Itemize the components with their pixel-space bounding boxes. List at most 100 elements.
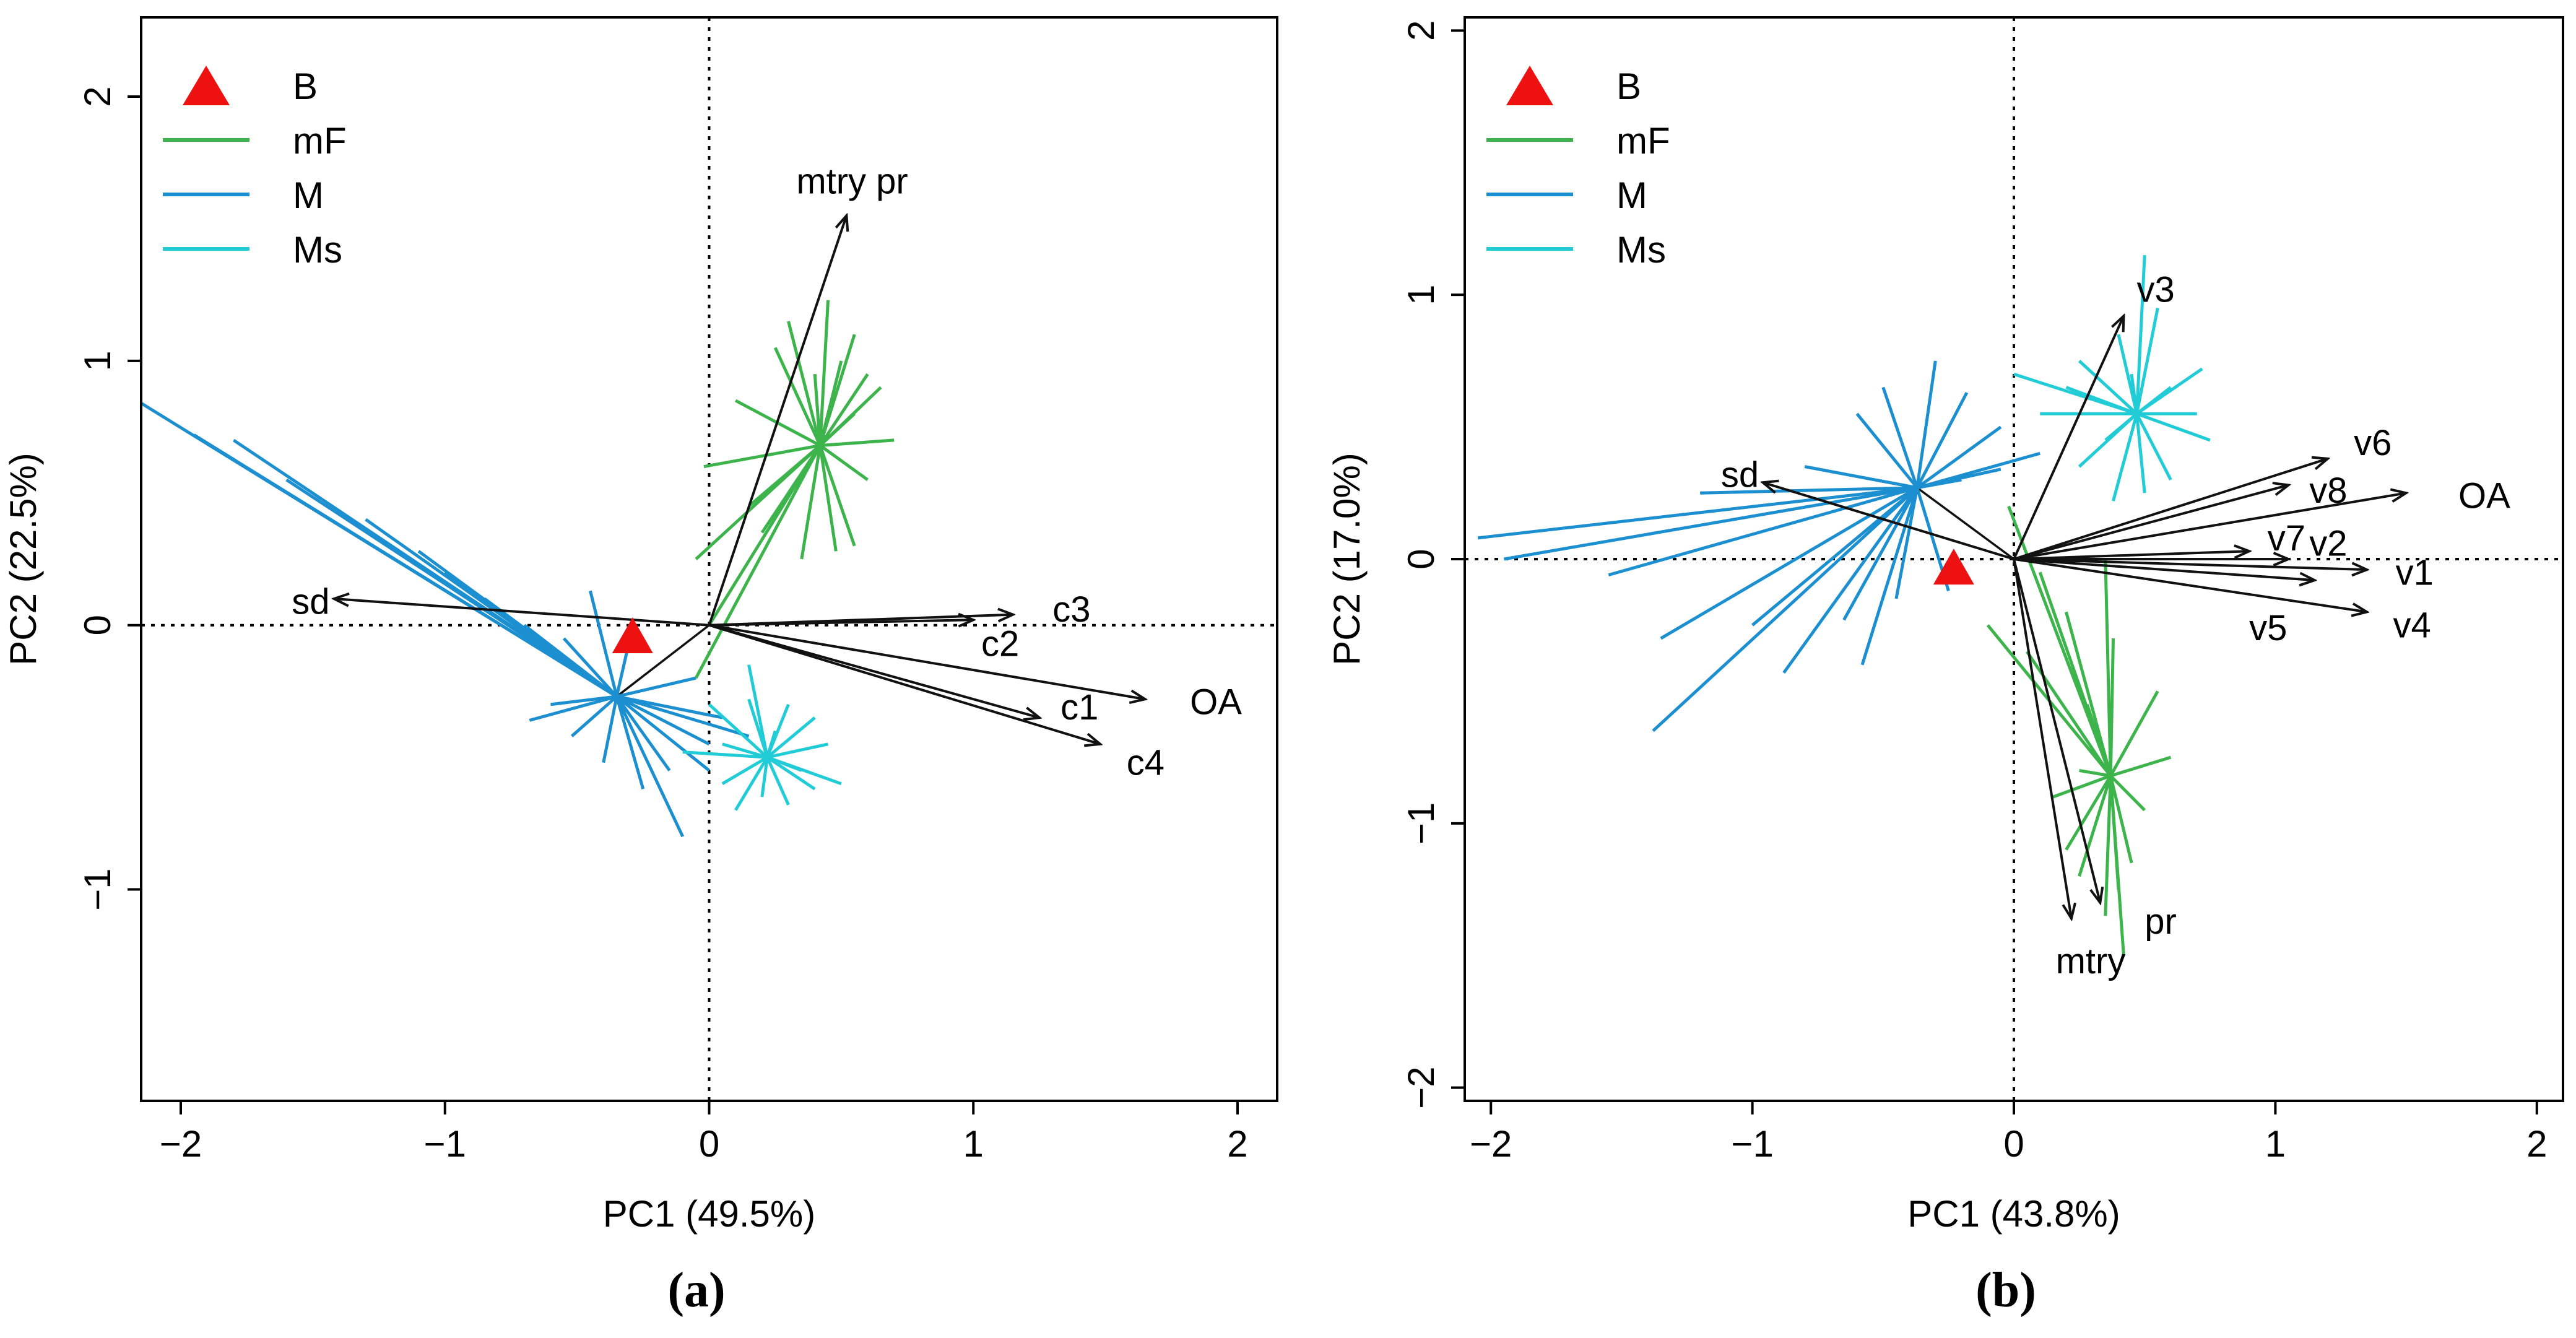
vector-label-a-5: c1 (1060, 687, 1098, 728)
spider-line-M-b-20 (1894, 487, 1919, 599)
spider-line-Ms-b-15 (2135, 386, 2172, 415)
spider-line-M-a-10 (589, 590, 618, 697)
b-point-triangle-b (1933, 549, 1974, 585)
vector-label-a-2: c3 (1052, 589, 1090, 630)
spider-line-Ms-a-14 (765, 730, 777, 758)
spider-line-Ms-a-6 (766, 756, 816, 791)
spider-line-mF-a-21 (819, 412, 856, 447)
x-tick-label-b-2: 0 (2003, 1123, 2024, 1165)
spider-line-M-a-21 (550, 695, 617, 706)
spider-line-Ms-a-3 (734, 756, 769, 811)
y-axis-label-b: PC2 (17.0%) (1326, 453, 1368, 665)
legend-symbol-B-b (1506, 66, 1553, 105)
series-M-a (141, 402, 750, 838)
spider-line-Ms-a-9 (766, 716, 816, 759)
vector-label-b-10: pr (2144, 901, 2177, 942)
spider-line-Ms-a-1 (708, 703, 769, 758)
spider-line-Ms-b-6 (2136, 412, 2211, 442)
spider-line-M-b-10 (1915, 360, 1937, 489)
vector-arrow-b-10 (2013, 558, 2100, 903)
x-tick-label-b-3: 1 (2265, 1123, 2286, 1165)
spider-line-M-b-4 (1652, 486, 1919, 732)
spider-line-Ms-b-1 (2078, 360, 2138, 415)
vector-label-b-6: v2 (2309, 523, 2347, 563)
spider-line-M-a-3 (285, 478, 618, 698)
x-tick-label-a-2: 0 (699, 1123, 719, 1165)
vector-label-b-4: OA (2458, 476, 2510, 516)
vector-arrow-b-5 (2013, 551, 2249, 560)
vector-arrow-a-6 (708, 623, 1101, 744)
y-tick-label-b-3: 1 (1400, 284, 1442, 305)
spider-line-M-a-15 (615, 696, 645, 790)
vector-arrow-b-7 (2013, 558, 2367, 570)
centroid-link-a-0 (616, 624, 710, 698)
legend-label-Ms-b: Ms (1616, 229, 1666, 271)
x-axis-label-b: PC1 (43.8%) (1907, 1193, 2120, 1235)
spider-line-mF-b-7 (2109, 775, 2146, 812)
spider-line-M-b-1 (1503, 486, 1918, 561)
vector-label-b-1: sd (1721, 454, 1759, 495)
b-point-triangle-a (612, 617, 653, 654)
spider-line-mF-a-7 (819, 444, 869, 481)
spider-line-mF-b-11 (2078, 775, 2112, 877)
spider-line-mF-b-13 (2052, 774, 2112, 799)
spider-line-M-b-16 (1855, 412, 1919, 489)
vector-arrow-b-8 (2013, 558, 2315, 580)
y-tick-label-b-1: −1 (1400, 802, 1442, 845)
spider-line-mF-a-15 (747, 444, 822, 508)
spider-line-Ms-b-3 (2135, 308, 2159, 414)
x-tick-label-a-1: −1 (424, 1123, 466, 1165)
vector-label-b-0: v3 (2137, 270, 2175, 310)
legend-b: BmF M Ms (1486, 66, 1670, 271)
spider-line-M-b-17 (1804, 465, 1918, 490)
spider-line-mF-b-6 (2110, 755, 2172, 778)
vector-label-b-2: v6 (2354, 423, 2392, 463)
spider-line-M-b-8 (1860, 487, 1919, 666)
legend-label-mF-a: mF (293, 120, 347, 162)
x-tick-label-b-0: −2 (1470, 1123, 1512, 1165)
vector-label-a-1: sd (292, 581, 329, 622)
spider-line-mF-b-15 (2026, 650, 2112, 777)
spider-line-Ms-a-8 (766, 742, 829, 759)
spider-line-mF-a-0 (818, 300, 830, 446)
spider-line-mF-b-8 (2109, 775, 2133, 864)
legend-label-Ms-a: Ms (293, 229, 342, 271)
vector-label-b-9: v4 (2393, 606, 2431, 646)
spider-line-M-a-12 (529, 695, 617, 722)
spider-line-Ms-a-12 (747, 698, 769, 758)
spider-line-Ms-a-15 (682, 750, 768, 759)
spider-line-Ms-b-9 (2112, 413, 2138, 502)
spider-line-M-b-18 (1700, 486, 1917, 495)
legend-a: BmF M Ms (163, 66, 347, 271)
spider-line-mF-a-16 (703, 444, 821, 469)
legend-label-mF-b: mF (1616, 120, 1670, 162)
spider-line-M-a-22 (616, 676, 696, 698)
spider-line-M-b-15 (1917, 478, 1962, 490)
spider-line-mF-b-5 (2109, 690, 2159, 777)
vector-label-b-5: v7 (2268, 518, 2305, 558)
spider-line-Ms-b-16 (2130, 373, 2138, 414)
spider-line-M-a-16 (615, 695, 685, 838)
plot-area-a: mtry pr sd c3 c2 OA c1 c4 (141, 17, 1277, 1101)
legend-symbol-B-a (183, 66, 230, 105)
legend-label-B-b: B (1616, 66, 1641, 107)
spider-line-M-a-24 (615, 695, 710, 746)
spider-line-mF-a-20 (787, 445, 822, 494)
spider-line-Ms-b-13 (2065, 386, 2138, 415)
spider-line-M-b-7 (1842, 487, 1919, 621)
spider-line-M-b-12 (1916, 425, 2002, 489)
vector-arrow-a-1 (334, 599, 709, 627)
y-tick-label-a-2: 1 (77, 350, 118, 371)
spider-line-mF-b-17 (2109, 775, 2125, 956)
spider-line-mF-a-10 (800, 445, 822, 560)
vector-label-a-3: c2 (981, 624, 1019, 664)
series-M-b (1477, 360, 2040, 732)
spider-line-mF-b-18 (2085, 703, 2112, 776)
x-tick-label-a-3: 1 (963, 1123, 984, 1165)
y-tick-label-a-1: 0 (77, 615, 118, 635)
spider-line-mF-b-10 (2104, 775, 2112, 916)
y-axis-label-a: PC2 (22.5%) (2, 453, 44, 665)
y-tick-label-a-0: −1 (77, 868, 118, 910)
vector-label-b-11: mtry (2056, 941, 2126, 981)
